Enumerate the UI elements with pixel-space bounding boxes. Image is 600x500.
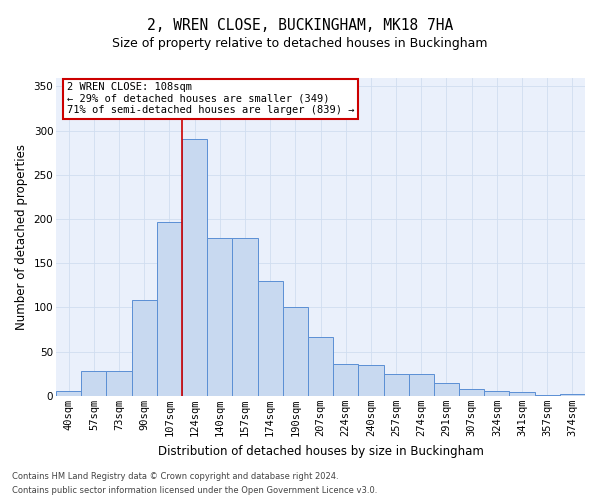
Bar bbox=[232, 238, 257, 396]
Bar bbox=[535, 395, 560, 396]
Text: Contains HM Land Registry data © Crown copyright and database right 2024.: Contains HM Land Registry data © Crown c… bbox=[12, 472, 338, 481]
X-axis label: Distribution of detached houses by size in Buckingham: Distribution of detached houses by size … bbox=[158, 444, 484, 458]
Bar bbox=[560, 394, 585, 396]
Bar bbox=[484, 390, 509, 396]
Bar bbox=[383, 374, 409, 396]
Bar bbox=[131, 300, 157, 396]
Bar bbox=[81, 371, 106, 396]
Bar bbox=[283, 306, 308, 396]
Bar bbox=[207, 238, 232, 396]
Text: Contains public sector information licensed under the Open Government Licence v3: Contains public sector information licen… bbox=[12, 486, 377, 495]
Text: 2, WREN CLOSE, BUCKINGHAM, MK18 7HA: 2, WREN CLOSE, BUCKINGHAM, MK18 7HA bbox=[147, 18, 453, 32]
Text: Size of property relative to detached houses in Buckingham: Size of property relative to detached ho… bbox=[112, 38, 488, 51]
Bar bbox=[434, 382, 459, 396]
Bar bbox=[409, 374, 434, 396]
Bar bbox=[182, 140, 207, 396]
Bar bbox=[257, 281, 283, 396]
Bar bbox=[459, 389, 484, 396]
Bar bbox=[106, 371, 131, 396]
Y-axis label: Number of detached properties: Number of detached properties bbox=[15, 144, 28, 330]
Bar bbox=[56, 392, 81, 396]
Text: 2 WREN CLOSE: 108sqm
← 29% of detached houses are smaller (349)
71% of semi-deta: 2 WREN CLOSE: 108sqm ← 29% of detached h… bbox=[67, 82, 354, 116]
Bar bbox=[308, 336, 333, 396]
Bar bbox=[358, 365, 383, 396]
Bar bbox=[333, 364, 358, 396]
Bar bbox=[509, 392, 535, 396]
Bar bbox=[157, 222, 182, 396]
